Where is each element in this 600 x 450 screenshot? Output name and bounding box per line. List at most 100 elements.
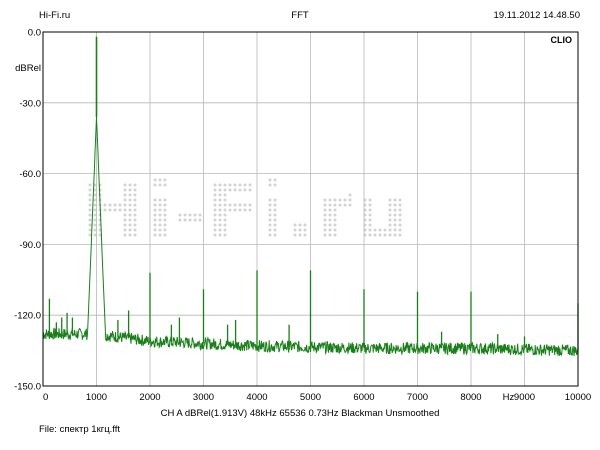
- watermark-dot: [368, 213, 372, 217]
- watermark-dot: [368, 223, 372, 227]
- watermark-dot: [228, 208, 232, 212]
- watermark-dot: [88, 183, 92, 187]
- watermark-dot: [223, 203, 227, 207]
- watermark-dot: [103, 208, 107, 212]
- watermark-dot: [223, 223, 227, 227]
- watermark-dot: [393, 228, 397, 232]
- watermark-dot: [228, 183, 232, 187]
- watermark-dot: [298, 233, 302, 237]
- y-tick-label: -120.0: [14, 311, 41, 322]
- watermark-dot: [223, 193, 227, 197]
- watermark-dot: [198, 218, 202, 222]
- watermark-dot: [268, 228, 272, 232]
- watermark-dot: [213, 208, 217, 212]
- watermark-dot: [218, 203, 222, 207]
- watermark-dot: [323, 218, 327, 222]
- watermark-dot: [393, 223, 397, 227]
- watermark-dot: [323, 198, 327, 202]
- watermark-dot: [163, 178, 167, 182]
- watermark-dot: [128, 228, 132, 232]
- watermark-dot: [248, 203, 252, 207]
- watermark-dot: [378, 228, 382, 232]
- watermark-dot: [238, 208, 242, 212]
- watermark-dot: [93, 203, 97, 207]
- watermark-dot: [133, 183, 137, 187]
- watermark-dot: [368, 198, 372, 202]
- watermark-dot: [298, 223, 302, 227]
- watermark-dot: [158, 178, 162, 182]
- watermark-dot: [123, 193, 127, 197]
- x-tick-label: 3000: [193, 392, 214, 403]
- watermark-dot: [238, 203, 242, 207]
- watermark-dot: [328, 228, 332, 232]
- watermark-dot: [368, 208, 372, 212]
- watermark-dot: [248, 208, 252, 212]
- watermark-dot: [133, 213, 137, 217]
- watermark-dot: [213, 223, 217, 227]
- watermark-dot: [158, 228, 162, 232]
- watermark-dot: [93, 208, 97, 212]
- watermark-dot: [123, 183, 127, 187]
- watermark-dot: [293, 233, 297, 237]
- watermark-dot: [153, 228, 157, 232]
- watermark-dot: [268, 223, 272, 227]
- watermark-dot: [398, 218, 402, 222]
- watermark-dot: [158, 218, 162, 222]
- watermark-dot: [128, 233, 132, 237]
- watermark-dot: [383, 228, 387, 232]
- watermark-dot: [213, 193, 217, 197]
- watermark-dot: [213, 188, 217, 192]
- watermark-dot: [93, 233, 97, 237]
- watermark-dot: [218, 183, 222, 187]
- watermark-dot: [393, 203, 397, 207]
- watermark-dot: [123, 218, 127, 222]
- watermark-dot: [128, 218, 132, 222]
- watermark-dot: [298, 228, 302, 232]
- watermark-dot: [273, 223, 277, 227]
- watermark-dot: [328, 218, 332, 222]
- watermark-dot: [123, 213, 127, 217]
- watermark-dot: [123, 208, 127, 212]
- x-tick-label: 8000: [460, 392, 481, 403]
- watermark-dot: [128, 193, 132, 197]
- watermark-dot: [153, 183, 157, 187]
- watermark-dot: [133, 233, 137, 237]
- watermark-dot: [343, 203, 347, 207]
- watermark-dot: [158, 198, 162, 202]
- watermark-dot: [213, 198, 217, 202]
- watermark-dot: [323, 208, 327, 212]
- watermark-dot: [333, 198, 337, 202]
- watermark-dot: [393, 213, 397, 217]
- watermark-dot: [163, 223, 167, 227]
- watermark-dot: [323, 203, 327, 207]
- watermark-dot: [158, 208, 162, 212]
- watermark-dot: [388, 198, 392, 202]
- spectrum-trace-group: [42, 36, 579, 357]
- watermark-dot: [218, 193, 222, 197]
- watermark-dot: [268, 233, 272, 237]
- watermark-dot: [388, 203, 392, 207]
- watermark-dot: [158, 223, 162, 227]
- watermark-dot: [383, 233, 387, 237]
- clio-brand: CLIO: [551, 35, 573, 45]
- watermark-dot: [268, 218, 272, 222]
- watermark-dot: [133, 208, 137, 212]
- watermark-dot: [348, 193, 352, 197]
- watermark-dot: [393, 218, 397, 222]
- watermark-dot: [113, 203, 117, 207]
- watermark-dot: [93, 213, 97, 217]
- watermark-dot: [93, 228, 97, 232]
- watermark-dot: [223, 213, 227, 217]
- x-tick-label: 10000: [565, 392, 591, 403]
- x-tick-label: 2000: [139, 392, 160, 403]
- watermark-dot: [228, 203, 232, 207]
- watermark-dot: [273, 178, 277, 182]
- watermark-dot: [238, 188, 242, 192]
- watermark-dot: [388, 228, 392, 232]
- watermark-dot: [188, 218, 192, 222]
- watermark-dot: [328, 213, 332, 217]
- x-tick-label: 9000: [514, 392, 535, 403]
- x-tick-label: 1000: [86, 392, 107, 403]
- watermark-dot: [123, 223, 127, 227]
- watermark-dot: [123, 198, 127, 202]
